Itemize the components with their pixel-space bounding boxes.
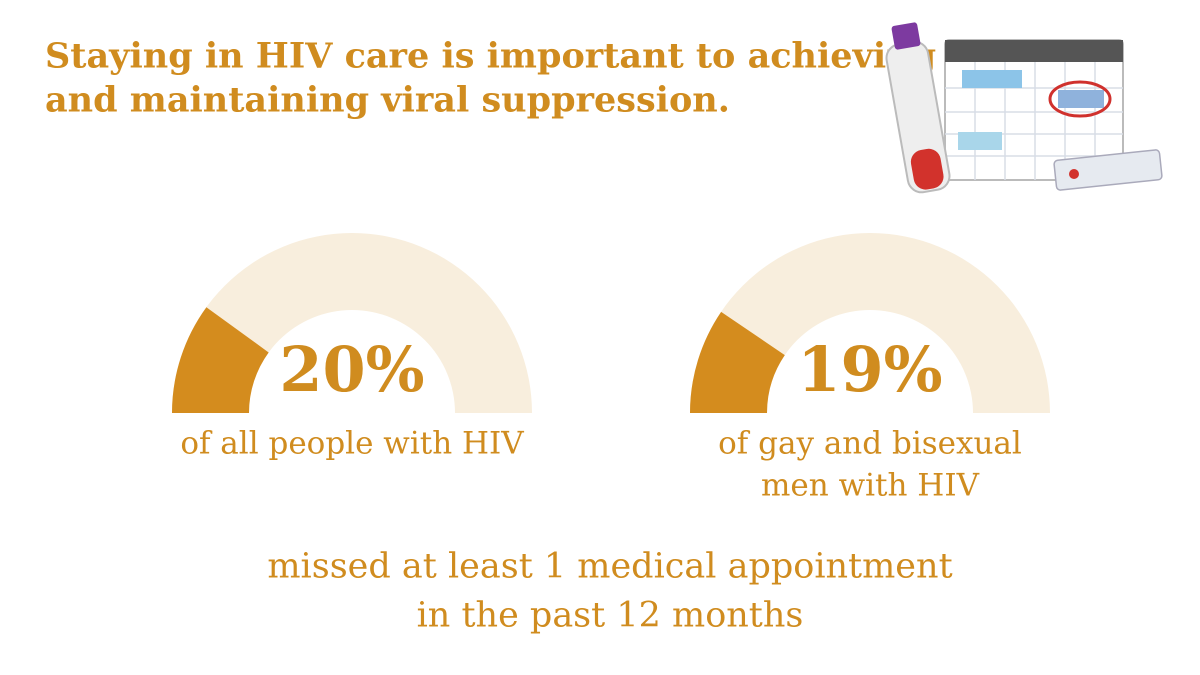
gauge-fill	[172, 307, 269, 413]
footer-line: in the past 12 months	[417, 596, 804, 636]
test-dot	[1069, 169, 1079, 179]
event	[1058, 90, 1104, 108]
event	[958, 132, 1002, 150]
circle-mark	[1048, 80, 1112, 118]
footer-line: missed at least 1 medical appointment	[267, 547, 952, 587]
gauges: 20% of all people with HIV 19% of gay and b…	[172, 233, 1050, 504]
gauge-caption: of all people with HIV	[180, 426, 524, 462]
calendar-header	[945, 40, 1123, 62]
gauge-caption: men with HIV	[761, 468, 980, 504]
gauge-caption: of gay and bisexual	[718, 426, 1022, 462]
tube-cap	[891, 22, 921, 50]
gauge-track	[172, 233, 532, 413]
illustration	[885, 22, 1163, 194]
gauge-fill	[690, 311, 785, 413]
gauge-value: 19%	[797, 333, 942, 406]
blood	[910, 148, 944, 190]
test-strip	[1053, 149, 1163, 191]
title-line: and maintaining viral suppression.	[45, 80, 730, 121]
gauge-track	[690, 233, 1050, 413]
event	[962, 70, 1022, 88]
title-line: Staying in HIV care is important to achi…	[45, 36, 936, 77]
gauge-value: 20%	[279, 333, 424, 406]
